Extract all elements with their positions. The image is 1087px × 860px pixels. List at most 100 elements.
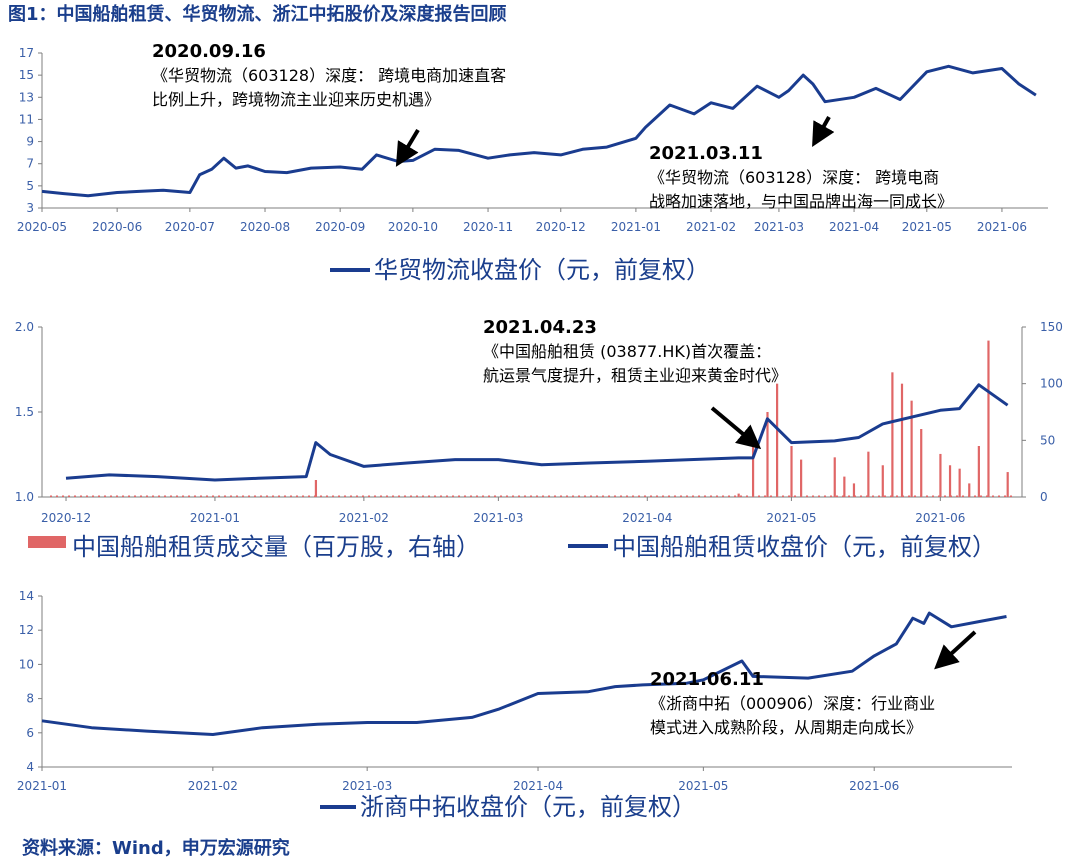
x-tick-label: 2020-12 — [41, 511, 91, 525]
volume-baseline-tick — [248, 495, 250, 497]
volume-baseline-tick — [542, 495, 544, 497]
annotation-arrow — [710, 406, 762, 450]
volume-baseline-tick — [254, 495, 256, 497]
x-tick-label: 2020-07 — [165, 220, 215, 234]
volume-baseline-tick — [494, 495, 496, 497]
volume-baseline-tick — [62, 495, 64, 497]
volume-bar — [948, 465, 952, 497]
x-tick-label: 2021-01 — [17, 779, 67, 793]
volume-baseline-tick — [656, 495, 658, 497]
volume-bar — [910, 400, 913, 497]
y-tick-label: 4 — [26, 760, 34, 774]
volume-baseline-tick — [890, 495, 892, 497]
volume-baseline-tick — [746, 495, 748, 497]
volume-baseline-tick — [170, 495, 172, 497]
volume-baseline-tick — [848, 495, 850, 497]
legend-bar-swatch — [28, 536, 66, 548]
y-tick-label-right: 100 — [1040, 377, 1063, 391]
price-line — [41, 64, 1037, 198]
volume-baseline-tick — [152, 495, 154, 497]
volume-bar — [843, 476, 846, 497]
chart-panel-2: 1.0 1.5 2.0 0 50 100 150 2020-12 2021-01 2021-02 2… — [15, 320, 1063, 561]
volume-baseline-tick — [386, 495, 388, 497]
x-tick-label: 2021-06 — [849, 779, 899, 793]
y-tick-label: 15 — [19, 68, 34, 82]
volume-baseline-tick — [740, 495, 742, 497]
volume-baseline-tick — [914, 495, 916, 497]
volume-baseline-tick — [50, 495, 52, 497]
x-tick-label: 2021-05 — [902, 220, 952, 234]
volume-baseline-tick — [488, 495, 490, 497]
annotation-text-line2: 比例上升，跨境物流主业迎来历史机遇》 — [152, 90, 440, 109]
volume-baseline-tick — [326, 495, 328, 497]
volume-baseline-tick — [284, 495, 286, 497]
volume-baseline-tick — [836, 495, 838, 497]
legend-label: 浙商中拓收盘价（元，前复权） — [360, 793, 696, 821]
annotation-text-line2: 航运景气度提升，租赁主业迎来黄金时代》 — [483, 366, 787, 385]
volume-bar — [766, 412, 769, 497]
volume-baseline-tick — [458, 495, 460, 497]
y-tick-label-right: 50 — [1040, 433, 1055, 447]
volume-baseline-tick — [638, 495, 640, 497]
volume-baseline-tick — [602, 495, 604, 497]
volume-baseline-tick — [368, 495, 370, 497]
y-tick-label: 7 — [26, 157, 34, 171]
volume-baseline-tick — [626, 495, 628, 497]
volume-baseline-tick — [188, 495, 190, 497]
x-tick-label: 2021-01 — [611, 220, 661, 234]
y-tick-label-left: 2.0 — [15, 320, 34, 334]
volume-baseline-tick — [572, 495, 574, 497]
volume-bar — [1006, 472, 1009, 497]
annotation-date: 2021.04.23 — [483, 317, 597, 338]
volume-baseline-tick — [332, 495, 334, 497]
volume-baseline-tick — [338, 495, 340, 497]
x-tick-label: 2021-06 — [977, 220, 1027, 234]
volume-baseline-tick — [938, 495, 940, 497]
volume-baseline-tick — [560, 495, 562, 497]
volume-baseline-tick — [224, 495, 226, 497]
volume-baseline-tick — [440, 495, 442, 497]
volume-baseline-tick — [632, 495, 634, 497]
volume-baseline-tick — [230, 495, 232, 497]
volume-baseline-tick — [242, 495, 244, 497]
volume-baseline-tick — [596, 495, 598, 497]
volume-baseline-tick — [782, 495, 784, 497]
volume-baseline-tick — [578, 495, 580, 497]
volume-baseline-tick — [1010, 495, 1012, 497]
volume-baseline-tick — [932, 495, 934, 497]
annotation-date: 2021.03.11 — [649, 143, 763, 164]
volume-baseline-tick — [908, 495, 910, 497]
volume-baseline-tick — [356, 495, 358, 497]
volume-baseline-tick — [500, 495, 502, 497]
x-tick-label: 2020-09 — [315, 220, 365, 234]
volume-baseline-tick — [830, 495, 832, 497]
volume-bar — [852, 483, 856, 497]
y-tick-label: 6 — [26, 726, 34, 740]
volume-baseline-tick — [974, 495, 976, 497]
annotation-date: 2020.09.16 — [152, 41, 266, 62]
volume-baseline-tick — [680, 495, 682, 497]
x-tick-label: 2021-01 — [190, 511, 240, 525]
legend-label: 华贸物流收盘价（元，前复权） — [374, 256, 710, 284]
volume-baseline-tick — [524, 495, 526, 497]
volume-baseline-tick — [818, 495, 820, 497]
y-tick-label: 17 — [19, 46, 34, 60]
volume-baseline-tick — [728, 495, 730, 497]
volume-bar — [800, 459, 803, 497]
x-tick-label: 2020-06 — [92, 220, 142, 234]
x-tick-label: 2020-10 — [388, 220, 438, 234]
volume-baseline-tick — [758, 495, 760, 497]
y-tick-label: 14 — [19, 589, 34, 603]
volume-baseline-tick — [176, 495, 178, 497]
volume-baseline-tick — [926, 495, 928, 497]
y-tick-label: 10 — [19, 657, 34, 671]
volume-baseline-tick — [662, 495, 664, 497]
figure-title: 图1：中国船舶租赁、华贸物流、浙江中拓股价及深度报告回顾 — [8, 4, 507, 25]
volume-baseline-tick — [608, 495, 610, 497]
volume-baseline-tick — [104, 495, 106, 497]
volume-baseline-tick — [74, 495, 76, 497]
volume-baseline-tick — [86, 495, 88, 497]
volume-baseline-tick — [554, 495, 556, 497]
y-tick-label: 13 — [19, 90, 34, 104]
volume-baseline-tick — [620, 495, 622, 497]
